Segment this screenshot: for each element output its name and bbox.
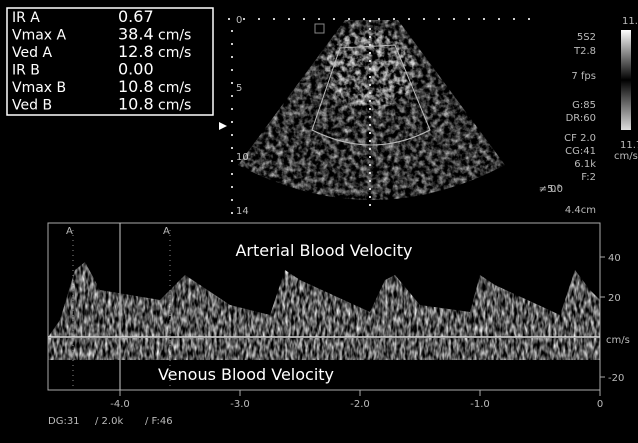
row-unit: cm/s — [158, 45, 191, 61]
row-value: 0.00 — [118, 60, 154, 79]
setting: 7 fps — [571, 71, 596, 82]
setting: G:85 — [572, 100, 596, 111]
setting: 4.4cm — [565, 205, 596, 216]
focus-marker — [219, 122, 227, 130]
marker: A — [66, 226, 73, 237]
footer: / F:46 — [145, 416, 173, 427]
x-tick-label: -1.0 — [470, 399, 490, 410]
depth-label: 5 — [236, 83, 242, 94]
row-label: Vmax A — [12, 28, 67, 44]
depth-label: 0 — [236, 15, 242, 26]
setting: CF 2.0 — [564, 133, 596, 144]
row-label: Vmax B — [12, 80, 66, 96]
setting: F:2 — [581, 172, 596, 183]
color-bar-top: 11.7 — [622, 16, 638, 27]
color-bar-bottom: 11.7 — [620, 140, 638, 151]
arterial-spectrum — [48, 262, 600, 337]
row-label: Ved B — [12, 98, 52, 114]
y-tick-label: 40 — [608, 253, 621, 264]
x-tick-label: -3.0 — [230, 399, 250, 410]
venous-label: Venous Blood Velocity — [158, 365, 334, 384]
color-bar — [621, 30, 631, 130]
table-frame — [6, 7, 214, 116]
depth-label: 10 — [236, 152, 249, 163]
row-value: 38.4 — [118, 25, 154, 44]
row-label: Ved A — [12, 45, 52, 61]
arterial-label: Arterial Blood Velocity — [235, 241, 412, 260]
depth-label: 14 — [236, 206, 249, 217]
setting: 0° — [550, 184, 561, 195]
row-value: 0.67 — [118, 7, 154, 26]
row-unit: cm/s — [158, 98, 191, 114]
setting: 5S2 — [577, 32, 596, 43]
marker: A — [163, 226, 170, 237]
color-bar-unit: cm/s — [614, 151, 638, 162]
setting: 6.1k — [574, 159, 596, 170]
y-unit: cm/s — [606, 335, 630, 346]
footer: / 2.0k — [95, 416, 123, 427]
y-tick-label: 20 — [608, 293, 621, 304]
row-label: IR B — [12, 63, 40, 79]
row-value: 12.8 — [118, 42, 154, 61]
x-tick-label: -4.0 — [110, 399, 130, 410]
setting: T2.8 — [573, 46, 596, 57]
setting: DR:60 — [566, 113, 596, 124]
y-tick-label: -20 — [608, 373, 624, 384]
row-unit: cm/s — [158, 80, 191, 96]
row-value: 10.8 — [118, 77, 154, 96]
footer: DG:31 — [48, 416, 80, 427]
x-tick-label: 0 — [597, 399, 603, 410]
setting: CG:41 — [565, 146, 596, 157]
row-label: IR A — [12, 10, 40, 26]
row-value: 10.8 — [118, 95, 154, 114]
setting: ≠5.0 — [539, 184, 563, 195]
row-unit: cm/s — [158, 28, 191, 44]
x-tick-label: -2.0 — [350, 399, 370, 410]
icon — [314, 23, 325, 34]
venous-spectrum — [48, 338, 600, 360]
color-box — [311, 44, 431, 146]
doppler-panel: A A Arterial Blood Velocity Venous Blood… — [47, 222, 630, 410]
b-mode-sector — [238, 20, 505, 200]
